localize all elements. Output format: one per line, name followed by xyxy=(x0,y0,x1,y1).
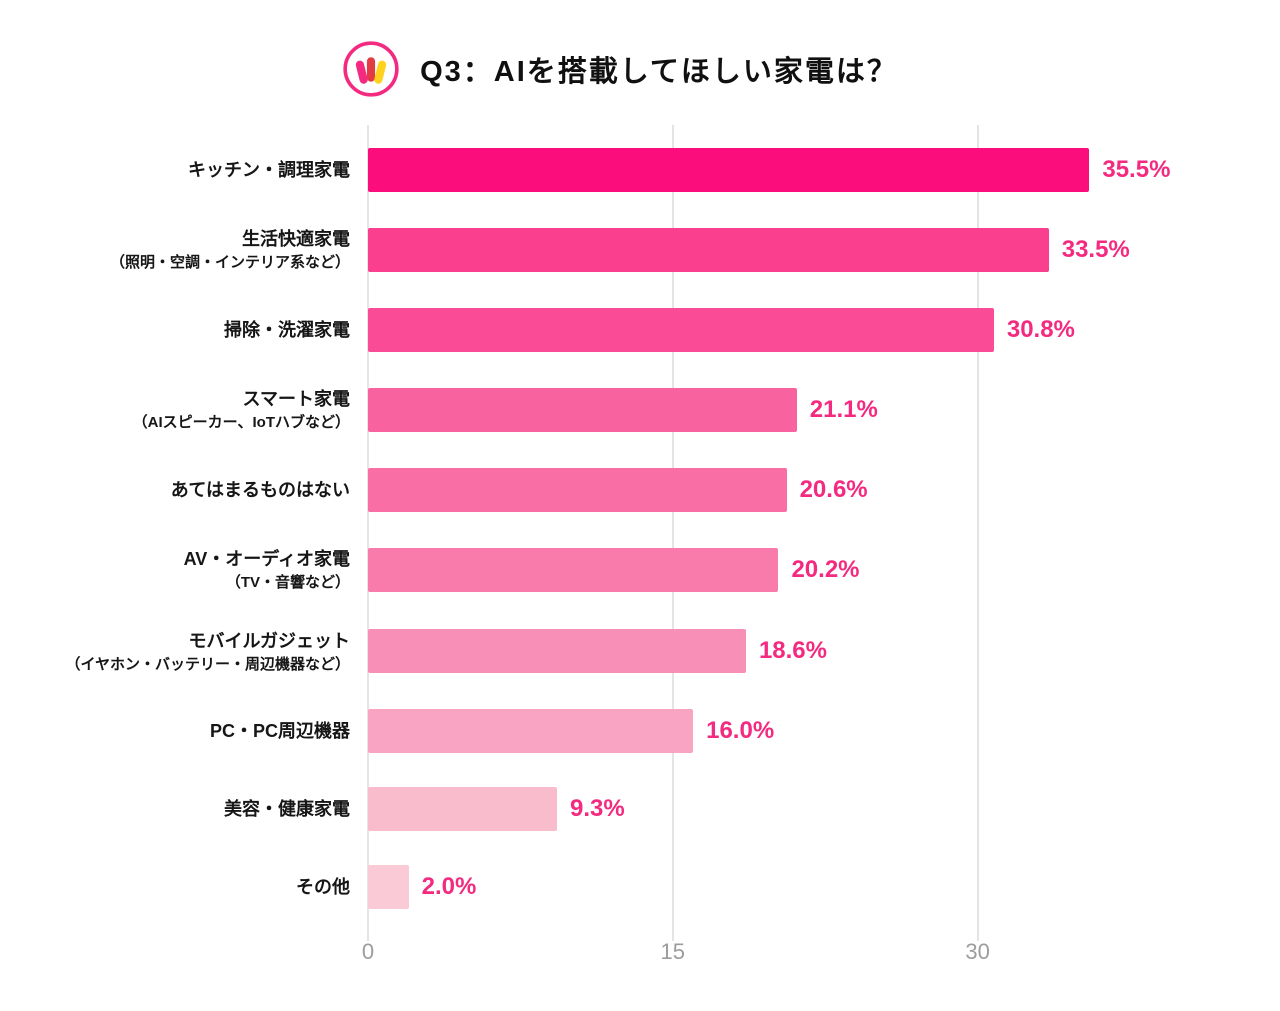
bar xyxy=(368,387,797,432)
bar-track: 33.5% xyxy=(368,227,1130,272)
bar-row: 掃除・洗濯家電 30.8% xyxy=(0,307,1280,352)
brand-logo-icon xyxy=(343,41,399,97)
bar-row: あてはまるものはない 20.6% xyxy=(0,467,1280,512)
value-label: 33.5% xyxy=(1061,235,1130,263)
category-label-sub: （TV・音響など） xyxy=(225,573,350,591)
bar-rows: キッチン・調理家電 35.5% 生活快適家電 （照明・空調・インテリア系など） … xyxy=(0,148,1280,910)
x-axis-tick: 15 xyxy=(660,939,686,965)
x-axis-tick: 0 xyxy=(361,939,375,965)
bar-chart: キッチン・調理家電 35.5% 生活快適家電 （照明・空調・インテリア系など） … xyxy=(0,125,1280,973)
value-label: 35.5% xyxy=(1102,156,1171,183)
category-label: キッチン・調理家電 xyxy=(0,157,368,183)
value-label: 9.3% xyxy=(569,795,625,823)
category-label-main: あてはまるものはない xyxy=(170,479,350,500)
category-label-main: AV・オーディオ家電 xyxy=(183,548,350,569)
bar-row: キッチン・調理家電 35.5% xyxy=(0,148,1280,192)
category-label-sub: （照明・空調・インテリア系など） xyxy=(109,254,350,272)
bar-row: モバイルガジェット （イヤホン・バッテリー・周辺機器など） 18.6% xyxy=(0,628,1280,676)
bar xyxy=(368,629,746,674)
chart-header: Q3：AIを搭載してほしい家電は？ xyxy=(0,0,1240,98)
category-label: モバイルガジェット （イヤホン・バッテリー・周辺機器など） xyxy=(0,628,368,676)
bar-row: その他 2.0% xyxy=(0,865,1280,910)
bar-track: 18.6% xyxy=(368,629,1130,674)
category-label: 掃除・洗濯家電 xyxy=(0,317,368,343)
bar-track: 2.0% xyxy=(368,865,1130,910)
category-label-main: その他 xyxy=(296,877,350,898)
category-label-main: モバイルガジェット xyxy=(188,630,350,651)
category-label: あてはまるものはない xyxy=(0,477,368,503)
bar-track: 20.2% xyxy=(368,547,1130,592)
bar-track: 16.0% xyxy=(368,709,1130,754)
bar xyxy=(368,467,787,512)
plot-region: キッチン・調理家電 35.5% 生活快適家電 （照明・空調・インテリア系など） … xyxy=(0,125,1280,942)
bar-row: PC・PC周辺機器 16.0% xyxy=(0,709,1280,754)
category-label-main: PC・PC周辺機器 xyxy=(209,721,350,742)
bar-track: 35.5% xyxy=(368,148,1170,192)
category-label: スマート家電 （AIスピーカー、IoTハブなど） xyxy=(0,386,368,434)
category-label: その他 xyxy=(0,874,368,900)
bar xyxy=(368,148,1090,192)
category-label: 生活快適家電 （照明・空調・インテリア系など） xyxy=(0,226,368,274)
bar-row: 生活快適家電 （照明・空調・インテリア系など） 33.5% xyxy=(0,226,1280,274)
bar xyxy=(368,787,557,832)
bar-row: AV・オーディオ家電 （TV・音響など） 20.2% xyxy=(0,546,1280,594)
bar xyxy=(368,709,694,754)
category-label-sub: （イヤホン・バッテリー・周辺機器など） xyxy=(65,655,350,673)
value-label: 20.6% xyxy=(799,475,868,503)
x-axis-tick: 30 xyxy=(965,939,990,965)
value-label: 21.1% xyxy=(809,395,878,423)
bar-row: スマート家電 （AIスピーカー、IoTハブなど） 21.1% xyxy=(0,386,1280,434)
bar xyxy=(368,227,1049,272)
category-label-main: 掃除・洗濯家電 xyxy=(224,319,350,340)
category-label-main: 美容・健康家電 xyxy=(224,799,350,820)
bar xyxy=(368,547,779,592)
category-label: PC・PC周辺機器 xyxy=(0,718,368,744)
bar-track: 9.3% xyxy=(368,787,1130,832)
category-label-main: 生活快適家電 xyxy=(242,229,350,249)
value-label: 18.6% xyxy=(758,637,827,665)
bar xyxy=(368,307,994,352)
category-label-main: スマート家電 xyxy=(242,388,350,409)
category-label: 美容・健康家電 xyxy=(0,796,368,822)
value-label: 16.0% xyxy=(706,717,775,745)
value-label: 2.0% xyxy=(421,873,477,901)
value-label: 20.2% xyxy=(791,555,860,583)
x-axis: 0 15 30 xyxy=(362,939,1130,973)
category-label-sub: （AIスピーカー、IoTハブなど） xyxy=(132,413,350,431)
bar-track: 30.8% xyxy=(368,307,1130,352)
bar-track: 20.6% xyxy=(368,467,1130,512)
category-label: AV・オーディオ家電 （TV・音響など） xyxy=(0,546,368,594)
category-label-main: キッチン・調理家電 xyxy=(188,159,350,180)
bar-row: 美容・健康家電 9.3% xyxy=(0,787,1280,832)
page-title: Q3：AIを搭載してほしい家電は？ xyxy=(420,56,898,88)
bar-track: 21.1% xyxy=(368,387,1130,432)
value-label: 30.8% xyxy=(1006,315,1075,343)
bar xyxy=(368,865,409,910)
